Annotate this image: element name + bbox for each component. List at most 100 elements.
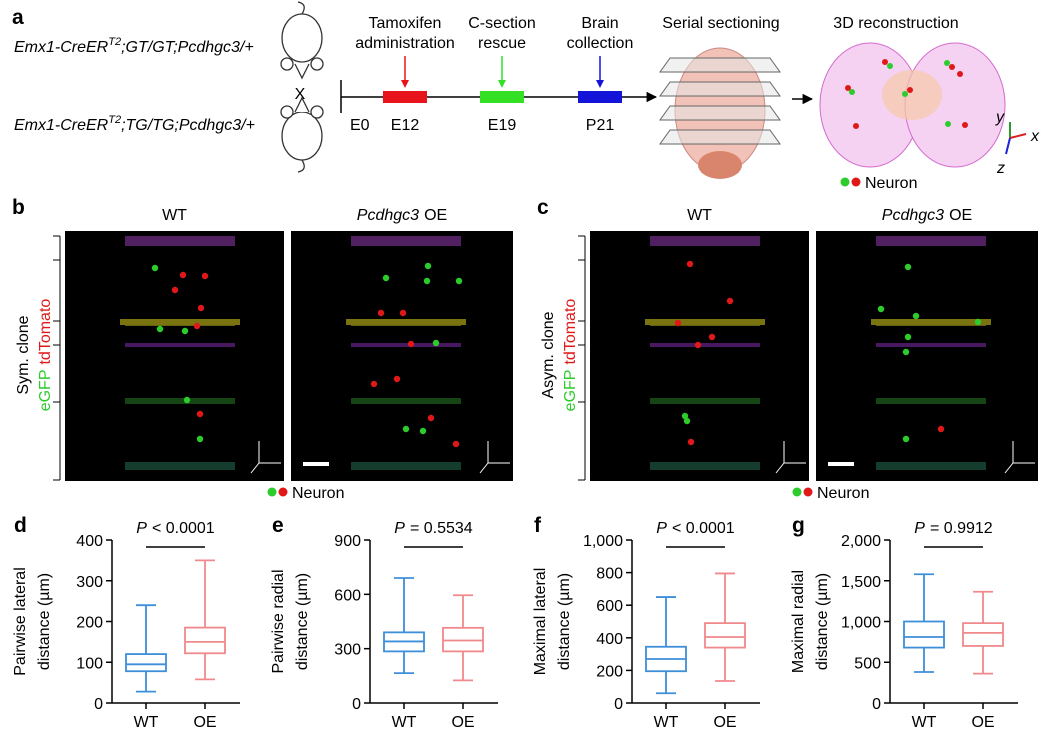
y-axis-title: distance (µm) <box>556 573 573 670</box>
y-tick-label: 0 <box>94 696 103 713</box>
axis-glyph: y x z <box>995 109 1040 177</box>
p-value: P = 0.9912 <box>914 520 993 537</box>
y-tick-label: 200 <box>76 615 103 632</box>
neuron <box>424 262 432 270</box>
green-label: eGFP <box>562 370 579 412</box>
neuron <box>196 410 204 418</box>
neuron <box>427 414 435 422</box>
neuron <box>151 264 159 272</box>
axis-name: x <box>503 464 513 481</box>
event-bar <box>383 91 427 103</box>
neuron <box>201 272 209 280</box>
event-title: collection <box>567 35 634 52</box>
x-tick-label: WT <box>392 714 417 731</box>
panel-a: a Emx1-CreERT2;GT/GT;Pcdhgc3/+ Emx1-CreE… <box>12 1 1040 192</box>
y-title: eGFP tdTomato <box>562 299 579 412</box>
neuron <box>937 425 945 433</box>
panel-label: c <box>537 196 549 219</box>
x-tick-label: WT <box>654 714 679 731</box>
p-symbol: P <box>136 520 147 537</box>
p-symbol: P <box>656 520 667 537</box>
axis-glyph <box>250 462 260 474</box>
neuron <box>726 297 734 305</box>
box <box>903 620 945 649</box>
condition-title: Pcdhgc3 OE <box>882 207 972 224</box>
mouse-icon <box>280 1 324 80</box>
scale-bar <box>828 462 854 466</box>
neuron <box>708 333 716 341</box>
p-value: P < 0.0001 <box>656 520 735 537</box>
y-tick-label: 200 <box>596 663 623 680</box>
layer-band <box>346 319 466 325</box>
neuron <box>455 277 463 285</box>
y-tick-label: 0 <box>352 696 361 713</box>
y-axis-title: Maximal radial <box>790 570 807 673</box>
x-tick-label: OE <box>971 714 994 731</box>
neuron <box>902 435 910 443</box>
y-tick-label: 400 <box>596 631 623 648</box>
panel-label: b <box>12 196 25 219</box>
neuron <box>674 319 682 327</box>
x-tick-label: OE <box>451 714 474 731</box>
neuron <box>377 309 385 317</box>
y-axis-title: distance (µm) <box>294 573 311 670</box>
neuron <box>681 412 689 420</box>
gene: Pcdhgc3 <box>357 207 419 224</box>
condition: WT <box>687 207 712 224</box>
axis-name: y <box>250 428 260 445</box>
box <box>125 653 167 673</box>
p-text: < 0.0001 <box>152 520 215 537</box>
event-title: Tamoxifen <box>369 15 442 32</box>
condition: WT <box>162 207 187 224</box>
clone-image: y x z <box>291 231 513 481</box>
red-label: tdTomato <box>562 299 579 365</box>
neuron <box>399 309 407 317</box>
axis-name: z <box>240 464 249 481</box>
legend-dot <box>803 487 813 497</box>
genotype: Emx1-CreERT2;TG/TG;Pcdhgc3/+ <box>14 114 255 134</box>
y-axis-title: Pairwise lateral <box>12 567 29 675</box>
neuron <box>694 341 702 349</box>
event-title: administration <box>355 35 455 52</box>
panel-label: e <box>272 514 284 537</box>
neuron <box>179 271 187 279</box>
axis-name: y <box>995 109 1005 126</box>
step-title: 3D reconstruction <box>833 15 958 32</box>
p-symbol: P <box>914 520 925 537</box>
neuron <box>432 339 440 347</box>
box <box>962 622 1004 647</box>
neuron <box>687 438 695 446</box>
neuron <box>452 440 460 448</box>
condition-title: Pcdhgc3 OE <box>357 207 447 224</box>
y-tick-label: 1,500 <box>841 574 881 591</box>
image-bg <box>590 231 809 481</box>
axis-name: z <box>469 464 478 481</box>
legend-dot <box>278 487 288 497</box>
neuron <box>370 380 378 388</box>
legend-text: Neuron <box>865 175 917 192</box>
neuron <box>683 417 691 425</box>
y-tick-label: 600 <box>596 598 623 615</box>
step-title: Serial sectioning <box>662 15 779 32</box>
axis-glyph <box>775 462 785 474</box>
axis-name: x <box>1030 128 1040 145</box>
y-title: eGFP tdTomato <box>37 299 54 412</box>
y-tick-label: 0 <box>614 696 623 713</box>
neuron <box>904 263 912 271</box>
event-title: Brain <box>581 15 618 32</box>
neuron <box>407 340 415 348</box>
y-axis-title: Maximal lateral <box>532 568 549 676</box>
layer-band <box>871 319 991 325</box>
image-bg <box>65 231 284 481</box>
brain-3d <box>819 42 1006 168</box>
clone-type: Sym. clone <box>15 315 32 394</box>
condition-title: WT <box>162 207 187 224</box>
neuron <box>197 304 205 312</box>
y-tick-label: 800 <box>596 566 623 583</box>
neuron <box>393 375 401 383</box>
y-axis-title: Pairwise radial <box>270 569 287 673</box>
x-tick-label: WT <box>912 714 937 731</box>
neuron <box>171 286 179 294</box>
y-axis-title: distance (µm) <box>814 573 831 670</box>
